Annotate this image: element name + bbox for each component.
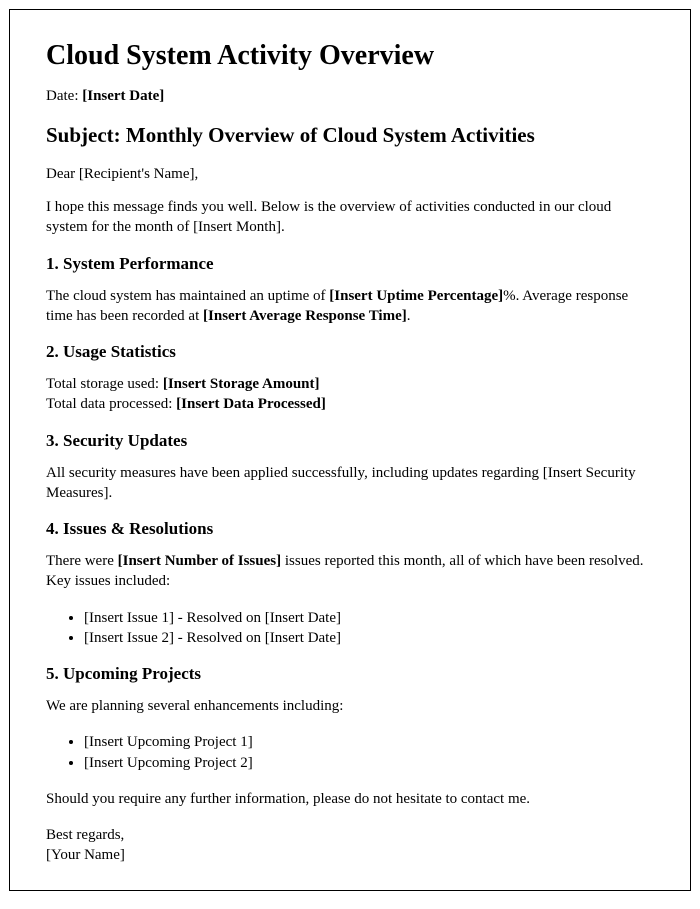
- list-item: [Insert Issue 2] - Resolved on [Insert D…: [84, 628, 654, 648]
- closing-line: Should you require any further informati…: [46, 789, 654, 809]
- s2-line1-value: [Insert Storage Amount]: [163, 376, 320, 392]
- date-label: Date:: [46, 88, 82, 104]
- section-1-body: The cloud system has maintained an uptim…: [46, 286, 654, 327]
- section-5-heading: 5. Upcoming Projects: [46, 664, 654, 684]
- sender: [Your Name]: [46, 847, 125, 863]
- subject-heading: Subject: Monthly Overview of Cloud Syste…: [46, 123, 654, 148]
- s1-bold-b: [Insert Average Response Time]: [203, 308, 407, 324]
- section-3-body: All security measures have been applied …: [46, 463, 654, 504]
- s2-line2-label: Total data processed:: [46, 396, 176, 412]
- section-4-intro: There were [Insert Number of Issues] iss…: [46, 551, 654, 592]
- section-4-heading: 4. Issues & Resolutions: [46, 519, 654, 539]
- list-item: [Insert Upcoming Project 2]: [84, 753, 654, 773]
- subject-prefix: Subject:: [46, 123, 126, 147]
- date-value: [Insert Date]: [82, 88, 164, 104]
- section-4-list: [Insert Issue 1] - Resolved on [Insert D…: [84, 608, 654, 649]
- signoff: Best regards,: [46, 827, 124, 843]
- subject-text: Monthly Overview of Cloud System Activit…: [126, 123, 535, 147]
- s2-line1-label: Total storage used:: [46, 376, 163, 392]
- list-item: [Insert Upcoming Project 1]: [84, 732, 654, 752]
- document-page: Cloud System Activity Overview Date: [In…: [9, 9, 691, 891]
- greeting: Dear [Recipient's Name],: [46, 166, 654, 183]
- s1-text-a: The cloud system has maintained an uptim…: [46, 288, 329, 304]
- date-line: Date: [Insert Date]: [46, 88, 654, 105]
- section-5-list: [Insert Upcoming Project 1] [Insert Upco…: [84, 732, 654, 773]
- section-1-heading: 1. System Performance: [46, 254, 654, 274]
- list-item: [Insert Issue 1] - Resolved on [Insert D…: [84, 608, 654, 628]
- s4-intro-bold: [Insert Number of Issues]: [118, 553, 281, 569]
- section-2-heading: 2. Usage Statistics: [46, 342, 654, 362]
- section-2-body: Total storage used: [Insert Storage Amou…: [46, 374, 654, 415]
- intro-paragraph: I hope this message finds you well. Belo…: [46, 197, 654, 238]
- signoff-block: Best regards, [Your Name]: [46, 825, 654, 866]
- section-5-intro: We are planning several enhancements inc…: [46, 696, 654, 716]
- s1-text-c: .: [407, 308, 411, 324]
- section-3-heading: 3. Security Updates: [46, 431, 654, 451]
- s4-intro-a: There were: [46, 553, 118, 569]
- s1-bold-a: [Insert Uptime Percentage]: [329, 288, 503, 304]
- page-title: Cloud System Activity Overview: [46, 40, 654, 72]
- s2-line2-value: [Insert Data Processed]: [176, 396, 326, 412]
